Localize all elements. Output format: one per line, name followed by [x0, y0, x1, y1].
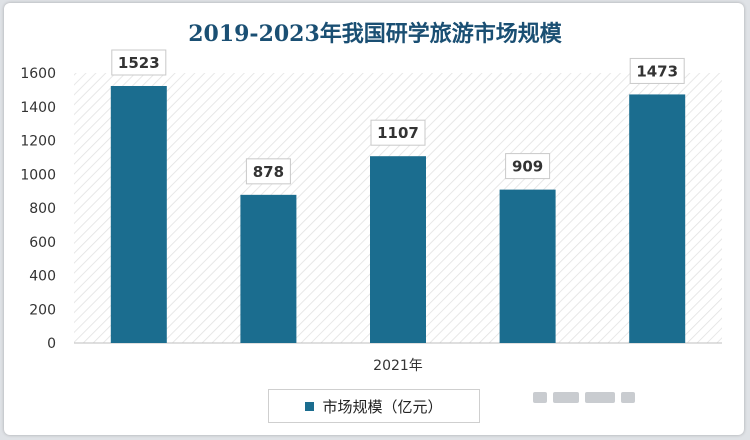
y-tick-label: 1400	[20, 100, 56, 116]
y-tick-label: 0	[47, 336, 56, 352]
y-tick-label: 1200	[20, 134, 56, 150]
legend-swatch	[305, 401, 315, 411]
data-label-box	[629, 57, 685, 84]
data-label: 909	[512, 158, 543, 176]
watermark	[533, 389, 733, 405]
y-tick-label: 400	[29, 269, 56, 285]
data-label: 878	[253, 163, 284, 181]
bar-2023	[629, 94, 686, 344]
bar-2021	[370, 156, 426, 343]
y-tick-label: 600	[29, 235, 56, 251]
data-label-box	[505, 153, 551, 180]
x-axis-label: 2021年	[373, 358, 423, 374]
data-label-box	[111, 49, 167, 76]
data-label-box	[370, 119, 426, 146]
data-label-box	[245, 158, 291, 185]
data-label: 1523	[118, 54, 160, 72]
data-label: 1107	[377, 124, 419, 142]
y-tick-label: 200	[29, 302, 56, 318]
data-label: 1473	[636, 62, 678, 80]
legend-label: 市场规模（亿元）	[322, 397, 443, 416]
legend: 市场规模（亿元）	[268, 389, 480, 423]
y-tick-label: 800	[29, 201, 56, 217]
bar-2019	[110, 85, 167, 344]
y-tick-label: 1000	[20, 167, 56, 183]
bar-2020	[240, 194, 297, 343]
chart-title: 2019-2023年我国研学旅游市场规模	[188, 21, 562, 47]
bar-2022	[499, 189, 556, 343]
y-tick-label: 1600	[20, 66, 56, 82]
